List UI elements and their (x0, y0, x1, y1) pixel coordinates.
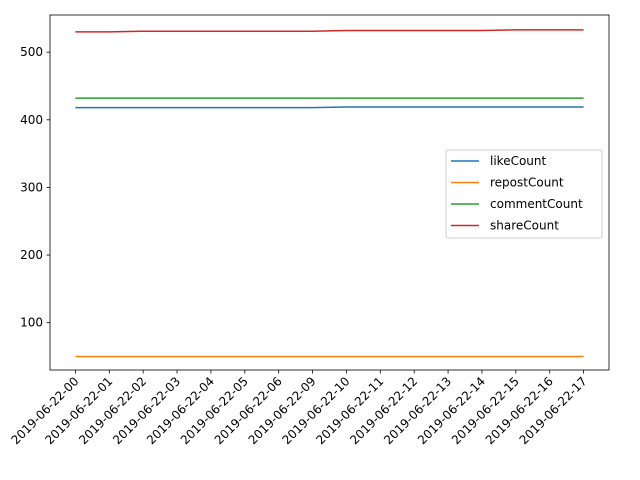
y-axis: 100 200 300 400 500 (20, 45, 50, 330)
legend-box (445, 149, 603, 239)
y-tick-label: 500 (20, 45, 43, 59)
legend: likeCount repostCount commentCount shareCou… (445, 149, 603, 239)
series-line-shareCount (75, 29, 584, 33)
legend-label-repostCount: repostCount (490, 176, 564, 190)
y-tick-label: 400 (20, 113, 43, 127)
legend-label-commentCount: commentCount (490, 197, 583, 211)
series-line-likeCount (75, 106, 584, 109)
y-tick-label: 100 (20, 316, 43, 330)
series-lines (75, 29, 584, 358)
x-axis: 2019-06-22-002019-06-22-012019-06-22-022… (8, 370, 590, 447)
y-tick-label: 300 (20, 180, 43, 194)
legend-label-likeCount: likeCount (490, 154, 547, 168)
legend-label-shareCount: shareCount (490, 219, 559, 233)
y-tick-label: 200 (20, 248, 43, 262)
